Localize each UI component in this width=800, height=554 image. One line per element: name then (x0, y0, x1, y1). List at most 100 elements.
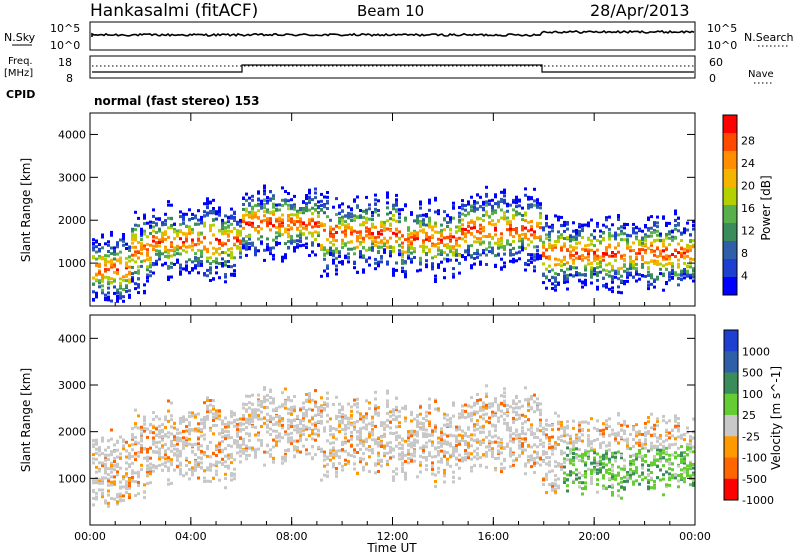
power-cell (551, 282, 554, 286)
power-cell (674, 255, 677, 258)
velocity-cell (263, 386, 266, 390)
power-cell (386, 191, 389, 195)
velocity-cell (248, 453, 251, 457)
power-cell (209, 268, 212, 272)
velocity-cell (263, 406, 266, 409)
velocity-cell (365, 437, 368, 441)
velocity-cell (161, 456, 164, 459)
power-cell (599, 256, 602, 260)
power-cell (479, 253, 482, 257)
power-cell (272, 238, 275, 242)
power-cell (533, 187, 536, 191)
power-cell (221, 257, 224, 261)
velocity-cell (476, 438, 479, 442)
power-cell (386, 212, 389, 216)
power-cell (317, 234, 320, 238)
power-cell (281, 198, 284, 202)
velocity-cell (110, 475, 113, 479)
power-cell (167, 226, 170, 230)
power-cell (590, 218, 593, 222)
power-cell (584, 281, 587, 285)
power-cell (194, 256, 197, 260)
velocity-cell (185, 464, 188, 467)
velocity-cell (224, 423, 227, 426)
power-cell (131, 258, 134, 262)
power-cell (98, 271, 101, 275)
power-cell (143, 247, 146, 250)
velocity-cell (227, 457, 230, 461)
power-cell (596, 266, 599, 270)
velocity-cell (350, 413, 353, 417)
power-cell (398, 249, 401, 253)
velocity-cell (416, 434, 419, 438)
velocity-cell (398, 425, 401, 428)
velocity-cell (290, 399, 293, 403)
power-cell (188, 244, 191, 248)
power-cell (410, 260, 413, 264)
power-cell (473, 257, 476, 260)
velocity-cell (260, 425, 263, 429)
power-cell (251, 198, 254, 202)
power-cell (656, 229, 659, 233)
velocity-cell (275, 422, 278, 426)
power-cell (533, 255, 536, 259)
velocity-cell (158, 455, 161, 459)
power-cell (458, 253, 461, 257)
power-cell (326, 207, 329, 210)
power-cell (431, 227, 434, 231)
power-cell (98, 262, 101, 266)
power-cell (266, 199, 269, 203)
velocity-cell (134, 440, 137, 444)
power-cell (203, 210, 206, 214)
power-cell (248, 247, 251, 251)
power-cell (128, 249, 131, 252)
velocity-cell (161, 423, 164, 427)
power-cell (287, 228, 290, 232)
power-colorbar-swatch (723, 133, 737, 152)
power-cell (212, 218, 215, 222)
power-cell (386, 245, 389, 249)
power-cell (299, 211, 302, 214)
power-cell (572, 246, 575, 250)
power-cell (221, 231, 224, 235)
power-cell (326, 274, 329, 278)
velocity-cell (200, 434, 203, 438)
power-cell (407, 246, 410, 249)
velocity-cell (473, 455, 476, 459)
velocity-cell (497, 436, 500, 440)
power-cell (659, 267, 662, 271)
power-cell (347, 240, 350, 244)
velocity-cell (110, 453, 113, 457)
velocity-cell (287, 411, 290, 415)
velocity-cell (317, 420, 320, 424)
power-cell (677, 216, 680, 220)
power-cell (440, 253, 443, 256)
velocity-cell (374, 390, 377, 394)
power-cell (242, 246, 245, 250)
velocity-cell (116, 470, 119, 474)
velocity-cell (395, 472, 398, 476)
velocity-cell (320, 478, 323, 482)
velocity-cell (146, 470, 149, 474)
power-cell (458, 215, 461, 219)
velocity-cell (467, 415, 470, 419)
velocity-cell (101, 479, 104, 483)
velocity-cell (188, 431, 191, 435)
velocity-cell (236, 443, 239, 447)
velocity-cell (473, 449, 476, 453)
y-tick-label: 3000 (58, 171, 86, 184)
power-cell (494, 241, 497, 245)
power-cell (431, 225, 434, 229)
power-cell (674, 227, 677, 231)
power-cell (314, 221, 317, 225)
power-cell (680, 270, 683, 274)
velocity-cell (395, 396, 398, 400)
power-cell (431, 267, 434, 271)
velocity-cell (188, 415, 191, 418)
power-cell (101, 233, 104, 237)
velocity-cell (326, 402, 329, 406)
velocity-cell (431, 429, 434, 433)
velocity-cell (446, 418, 449, 422)
power-cell (332, 258, 335, 262)
power-cell (182, 215, 185, 219)
